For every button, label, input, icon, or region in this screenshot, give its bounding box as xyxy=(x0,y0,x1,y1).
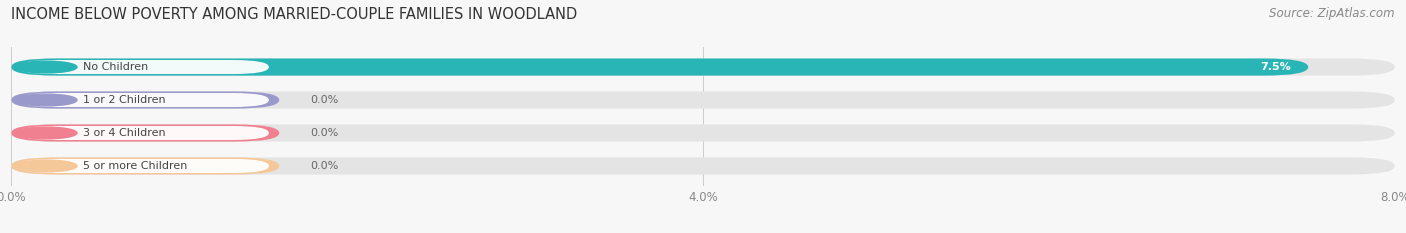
Text: INCOME BELOW POVERTY AMONG MARRIED-COUPLE FAMILIES IN WOODLAND: INCOME BELOW POVERTY AMONG MARRIED-COUPL… xyxy=(11,7,578,22)
Circle shape xyxy=(15,127,77,139)
Text: 3 or 4 Children: 3 or 4 Children xyxy=(83,128,165,138)
FancyBboxPatch shape xyxy=(11,91,280,109)
Text: 0.0%: 0.0% xyxy=(311,95,339,105)
Circle shape xyxy=(15,160,77,172)
Text: 0.0%: 0.0% xyxy=(311,161,339,171)
FancyBboxPatch shape xyxy=(18,93,269,107)
Text: Source: ZipAtlas.com: Source: ZipAtlas.com xyxy=(1270,7,1395,20)
Text: No Children: No Children xyxy=(83,62,148,72)
FancyBboxPatch shape xyxy=(18,60,269,74)
FancyBboxPatch shape xyxy=(18,159,269,173)
Text: 7.5%: 7.5% xyxy=(1260,62,1291,72)
FancyBboxPatch shape xyxy=(18,126,269,140)
Circle shape xyxy=(15,61,77,73)
Text: 1 or 2 Children: 1 or 2 Children xyxy=(83,95,165,105)
FancyBboxPatch shape xyxy=(11,157,280,175)
FancyBboxPatch shape xyxy=(11,58,1308,76)
FancyBboxPatch shape xyxy=(11,157,1395,175)
FancyBboxPatch shape xyxy=(11,91,1395,109)
FancyBboxPatch shape xyxy=(11,58,1395,76)
Text: 5 or more Children: 5 or more Children xyxy=(83,161,187,171)
FancyBboxPatch shape xyxy=(11,124,1395,142)
Circle shape xyxy=(15,94,77,106)
FancyBboxPatch shape xyxy=(11,124,280,142)
Text: 0.0%: 0.0% xyxy=(311,128,339,138)
